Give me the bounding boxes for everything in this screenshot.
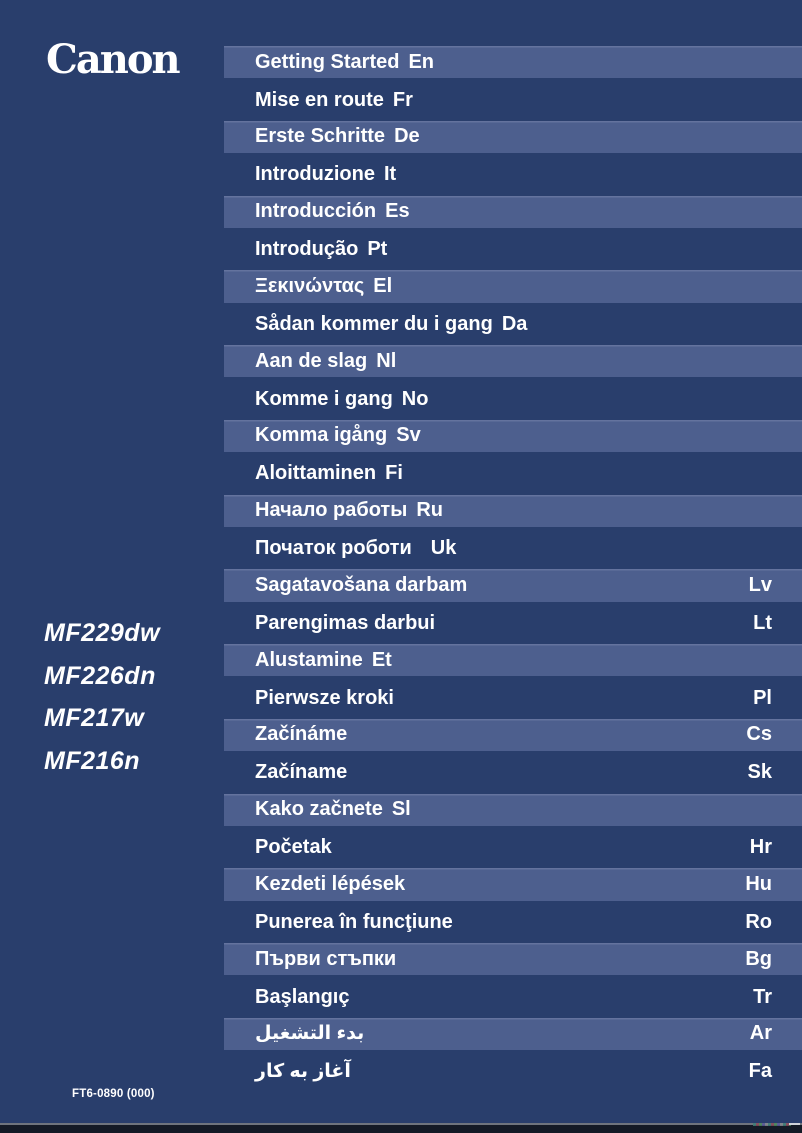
language-code: De: [394, 125, 420, 148]
language-row-fr: Mise en route Fr: [224, 81, 802, 118]
language-row-hu: Kezdeti lépések Hu: [224, 866, 802, 903]
language-title: Sagatavošana darbam: [255, 573, 468, 596]
print-edge-mark: [789, 1122, 800, 1125]
language-code: Sl: [391, 798, 411, 821]
language-title: Začíname: [255, 761, 348, 784]
printer-model: MF226dn: [44, 661, 156, 690]
language-code: Bg: [745, 947, 772, 970]
language-title: Початок роботи: [255, 537, 412, 560]
language-title: Sådan kommer du i gang: [255, 312, 493, 335]
language-row-da: Sådan kommer du i gang Da: [224, 306, 802, 343]
language-title: Pierwsze kroki: [255, 686, 394, 709]
language-title: Първи стъпки: [255, 947, 397, 970]
language-row-sv: Komma igång Sv: [224, 418, 802, 455]
language-title: Komme i gang: [255, 387, 393, 410]
language-row-pl: Pierwsze kroki Pl: [224, 679, 802, 716]
language-code: Hu: [745, 872, 772, 895]
language-row-cs: Začínáme Cs: [224, 717, 802, 754]
printer-model: MF229dw: [44, 619, 161, 647]
language-title: Parengimas darbui: [255, 611, 436, 634]
language-code: Da: [501, 312, 528, 335]
language-row-et: Alustamine Et: [224, 642, 802, 679]
language-code: Hr: [749, 836, 772, 859]
language-title: Punerea în funcţiune: [255, 910, 453, 933]
language-title: Aloittaminen: [255, 462, 377, 485]
language-row-el: Ξεκινώντας El: [224, 268, 802, 305]
language-title-list: Getting Started En Mise en route Fr Erste …: [224, 44, 802, 1091]
language-title: Kako začnete: [255, 798, 383, 821]
language-row-de: Erste Schritte De: [224, 119, 802, 156]
language-title: Komma igång: [255, 424, 388, 447]
language-code: Sv: [396, 424, 421, 447]
language-row-bg: Първи стъпки Bg: [224, 941, 802, 978]
language-title: Ξεκινώντας: [255, 274, 365, 297]
language-title: Početak: [255, 836, 332, 859]
language-code: Es: [385, 200, 410, 223]
part-number: FT6-0890 (000): [72, 1088, 155, 1100]
language-row-fi: Aloittaminen Fi: [224, 455, 802, 492]
printer-model: MF216n: [44, 746, 141, 775]
language-code: Fi: [385, 462, 403, 485]
language-row-hr: Početak Hr: [224, 829, 802, 866]
language-title: Introducción: [255, 200, 377, 223]
printer-model-list: MF229dw MF226dn MF217w MF216n: [44, 612, 160, 782]
language-title: Mise en route: [255, 88, 384, 111]
language-row-tr: Başlangıç Tr: [224, 978, 802, 1015]
language-code: Lv: [748, 573, 772, 596]
printer-model: MF217w: [44, 704, 145, 732]
print-registration-marks: [753, 1123, 791, 1126]
language-row-lv: Sagatavošana darbam Lv: [224, 567, 802, 604]
language-code: Cs: [746, 723, 772, 746]
language-code: Fa: [748, 1060, 772, 1083]
language-title: Getting Started: [255, 50, 400, 73]
language-title: بدء التشغيل: [255, 1023, 365, 1045]
language-code: Fr: [392, 88, 413, 111]
bottom-edge-strip: [0, 1123, 802, 1133]
language-title: Kezdeti lépések: [255, 872, 406, 895]
language-row-it: Introduzione It: [224, 156, 802, 193]
language-row-no: Komme i gang No: [224, 380, 802, 417]
language-title: Začínáme: [255, 723, 348, 746]
language-code: Sk: [747, 761, 772, 784]
language-title: Başlangıç: [255, 985, 350, 1008]
language-code: Ar: [749, 1022, 772, 1045]
language-row-sk: Začíname Sk: [224, 754, 802, 791]
language-row-nl: Aan de slag Nl: [224, 343, 802, 380]
language-code: Nl: [376, 349, 397, 372]
language-title: Aan de slag: [255, 349, 368, 372]
language-row-en: Getting Started En: [224, 44, 802, 81]
language-code: Lt: [753, 611, 772, 634]
language-row-uk: Початок роботи Uk: [224, 530, 802, 567]
language-row-ru: Начало работы Ru: [224, 493, 802, 530]
language-row-ar: بدء التشغيل Ar: [224, 1016, 802, 1053]
language-code: No: [401, 387, 429, 410]
language-code: El: [373, 274, 393, 297]
language-code: Uk: [430, 537, 457, 560]
language-code: En: [408, 50, 435, 73]
language-code: Pt: [367, 238, 388, 261]
language-title: Начало работы: [255, 499, 408, 522]
canon-logo: Canon: [46, 36, 181, 83]
language-row-ro: Punerea în funcţiune Ro: [224, 904, 802, 941]
language-title: آغاز به کار: [255, 1061, 351, 1083]
language-code: It: [383, 163, 397, 186]
language-code: Tr: [753, 985, 772, 1008]
language-row-es: Introducción Es: [224, 194, 802, 231]
language-title: Alustamine: [255, 648, 363, 671]
language-row-fa: آغاز به کار Fa: [224, 1053, 802, 1090]
language-code: Pl: [753, 686, 772, 709]
language-code: Ru: [416, 499, 443, 522]
language-title: Erste Schritte: [255, 125, 386, 148]
language-row-lt: Parengimas darbui Lt: [224, 605, 802, 642]
language-code: Et: [371, 648, 392, 671]
language-title: Introduzione: [255, 163, 375, 186]
language-row-pt: Introdução Pt: [224, 231, 802, 268]
language-code: Ro: [745, 910, 772, 933]
language-row-sl: Kako začnete Sl: [224, 792, 802, 829]
language-title: Introdução: [255, 238, 359, 261]
